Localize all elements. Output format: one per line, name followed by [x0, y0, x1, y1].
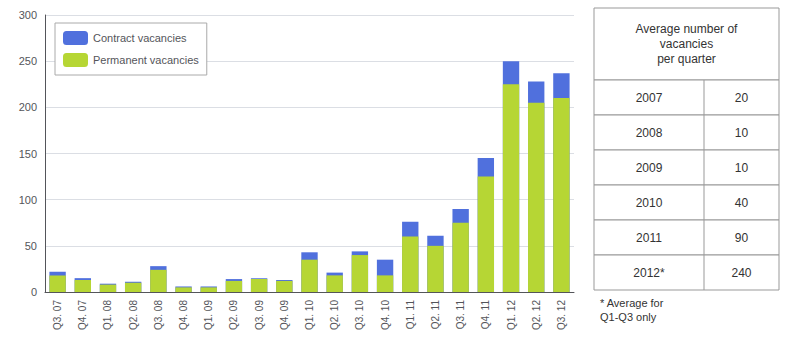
svg-text:Q4. 08: Q4. 08 [178, 300, 189, 330]
svg-text:150: 150 [19, 148, 37, 160]
svg-text:Contract vacancies: Contract vacancies [93, 32, 187, 44]
svg-text:300: 300 [19, 9, 37, 21]
svg-text:Q2. 08: Q2. 08 [128, 300, 139, 330]
svg-text:Permanent vacancies: Permanent vacancies [93, 54, 199, 66]
svg-text:Q1. 11: Q1. 11 [405, 300, 416, 330]
svg-text:50: 50 [25, 240, 37, 252]
svg-text:Q1. 08: Q1. 08 [102, 300, 113, 330]
svg-text:20: 20 [735, 91, 749, 105]
svg-text:Q2. 10: Q2. 10 [329, 300, 340, 330]
svg-text:Q1. 10: Q1. 10 [304, 300, 315, 330]
svg-text:200: 200 [19, 101, 37, 113]
svg-text:* Average for: * Average for [600, 297, 664, 309]
svg-text:250: 250 [19, 55, 37, 67]
svg-text:0: 0 [31, 286, 37, 298]
svg-text:vacancies: vacancies [660, 37, 713, 51]
svg-text:240: 240 [731, 266, 751, 280]
svg-text:2009: 2009 [636, 161, 663, 175]
svg-text:2012*: 2012* [633, 266, 665, 280]
svg-text:40: 40 [735, 196, 749, 210]
svg-text:10: 10 [735, 126, 749, 140]
svg-text:per quarter: per quarter [657, 52, 716, 66]
svg-text:2008: 2008 [636, 126, 663, 140]
svg-text:Q3. 11: Q3. 11 [455, 300, 466, 330]
svg-text:100: 100 [19, 194, 37, 206]
svg-text:Q4. 09: Q4. 09 [279, 300, 290, 330]
svg-text:2011: 2011 [636, 231, 662, 245]
svg-text:2007: 2007 [636, 91, 663, 105]
svg-text:90: 90 [735, 231, 749, 245]
svg-text:Q3. 10: Q3. 10 [354, 300, 365, 330]
svg-text:Q4. 10: Q4. 10 [380, 300, 391, 330]
svg-text:Q4. 11: Q4. 11 [480, 300, 491, 330]
svg-text:Q1. 12: Q1. 12 [506, 300, 517, 330]
svg-text:Q3. 09: Q3. 09 [254, 300, 265, 330]
svg-text:Q3. 07: Q3. 07 [52, 300, 63, 330]
svg-text:Q3. 12: Q3. 12 [556, 300, 567, 330]
svg-text:Q2. 11: Q2. 11 [430, 300, 441, 330]
svg-text:Q1-Q3 only: Q1-Q3 only [600, 311, 657, 323]
svg-text:Q1. 09: Q1. 09 [203, 300, 214, 330]
svg-text:Q2. 12: Q2. 12 [531, 300, 542, 330]
svg-text:Average number of: Average number of [636, 22, 739, 36]
svg-text:Q2. 09: Q2. 09 [228, 300, 239, 330]
svg-text:Q3. 08: Q3. 08 [153, 300, 164, 330]
svg-text:Q4. 07: Q4. 07 [77, 300, 88, 330]
svg-text:10: 10 [735, 161, 749, 175]
svg-text:2010: 2010 [636, 196, 663, 210]
